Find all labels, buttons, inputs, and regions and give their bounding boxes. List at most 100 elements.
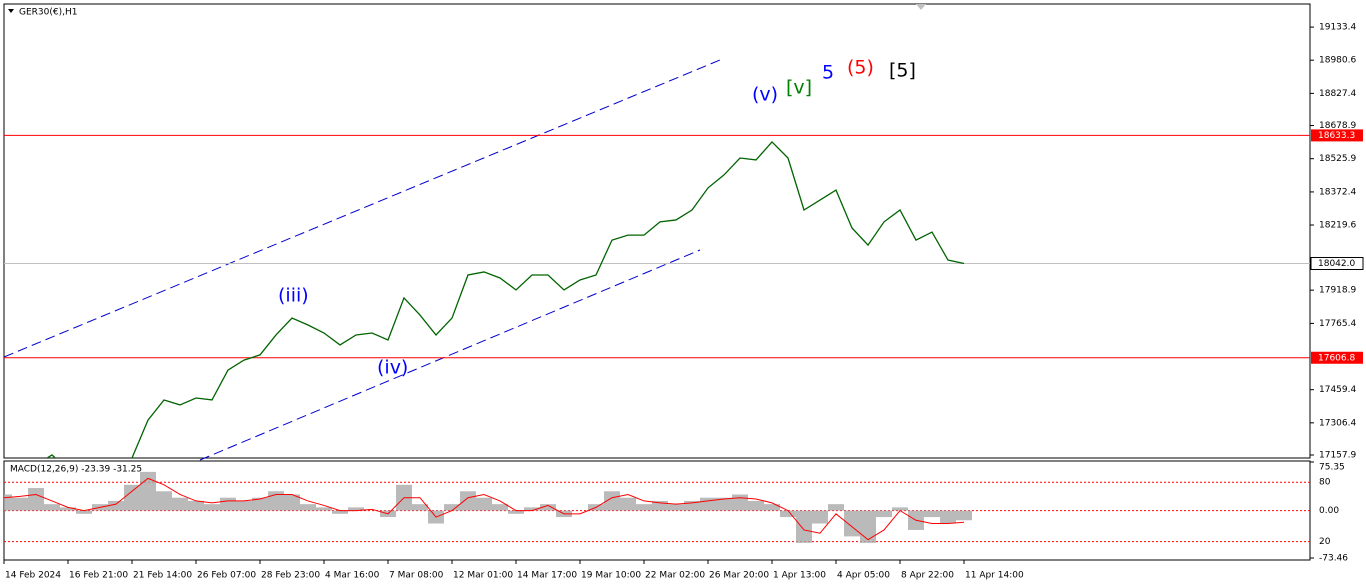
macd-bar (348, 507, 364, 511)
y-tick-label: 17459.4 (1319, 385, 1356, 395)
chart-title: GER30(€),H1 (19, 8, 77, 18)
y-tick-label: 20 (1319, 537, 1331, 547)
macd-bar (4, 494, 12, 511)
x-tick-label: 22 Mar 02:00 (645, 571, 705, 581)
x-tick-label: 11 Apr 14:00 (965, 571, 1024, 581)
macd-bar (620, 497, 636, 511)
macd-bar (876, 510, 892, 518)
y-tick-label: 19133.4 (1319, 23, 1356, 33)
x-tick-label: 14 Feb 2024 (5, 571, 61, 581)
title-marker (8, 9, 14, 13)
price-label: 18042.0 (1318, 259, 1355, 269)
macd-bar (716, 497, 732, 511)
macd-bar (860, 510, 876, 543)
macd-bar (604, 491, 620, 511)
y-tick-label: 17918.9 (1319, 286, 1356, 296)
macd-bar (924, 510, 940, 518)
level-tag (1311, 129, 1363, 142)
macd-bar (12, 497, 28, 511)
macd-bar (492, 504, 508, 511)
price-line-series (45, 141, 965, 458)
level-label: 17606.8 (1318, 353, 1355, 363)
x-tick-label: 12 Mar 01:00 (453, 571, 513, 581)
macd-bar (316, 507, 332, 511)
macd-bar (748, 500, 764, 511)
macd-bar (284, 494, 300, 511)
macd-bar (812, 510, 828, 524)
x-tick-label: 26 Mar 20:00 (709, 571, 769, 581)
wave-label: 5 (822, 62, 834, 84)
y-tick-label: 18219.6 (1319, 221, 1356, 231)
macd-bar (156, 491, 172, 511)
y-tick-label: 17765.4 (1319, 319, 1356, 329)
x-tick-label: 16 Feb 21:00 (69, 571, 128, 581)
macd-bar (140, 471, 156, 511)
x-tick-label: 19 Mar 10:00 (581, 571, 641, 581)
macd-bar (956, 510, 972, 521)
macd-bar (524, 507, 540, 511)
macd-bar (28, 488, 44, 511)
macd-bar (844, 510, 860, 537)
x-tick-label: 14 Mar 17:00 (517, 571, 577, 581)
macd-bar (764, 504, 780, 511)
y-tick-label: 18678.9 (1319, 121, 1356, 131)
x-tick-label: 1 Apr 13:00 (773, 571, 826, 581)
macd-bar (828, 504, 844, 511)
wave-label: [5] (889, 60, 916, 82)
wave-label: (5) (847, 57, 874, 79)
macd-bar (684, 500, 700, 511)
macd-bar (668, 504, 684, 511)
macd-bar (444, 504, 460, 511)
wave-label: [v] (786, 77, 812, 99)
macd-bar (300, 504, 316, 511)
macd-bar (220, 497, 236, 511)
wave-label: (v) (752, 84, 778, 106)
macd-bar (412, 504, 428, 511)
level-label: 18633.3 (1318, 131, 1355, 141)
macd-bar (236, 500, 252, 511)
macd-bar (732, 494, 748, 511)
macd-bar (252, 497, 268, 511)
macd-bar (796, 510, 812, 543)
macd-layer (4, 471, 972, 543)
y-tick-label: 17306.4 (1319, 418, 1356, 428)
y-tick-label: -73.46 (1319, 554, 1348, 564)
signal-line (4, 477, 965, 541)
y-tick-label: 75.35 (1319, 463, 1345, 473)
macd-bar (60, 507, 76, 511)
channel-upper (3, 59, 721, 358)
x-tick-label: 8 Apr 22:00 (901, 571, 954, 581)
macd-bar (780, 510, 796, 518)
macd-bar (508, 510, 524, 514)
shift-marker (916, 4, 926, 10)
y-tick-label: 17157.9 (1319, 450, 1356, 460)
y-tick-label: 80 (1319, 478, 1331, 488)
macd-bar (540, 504, 556, 511)
y-tick-label: 18525.9 (1319, 154, 1356, 164)
x-tick-label: 26 Feb 07:00 (197, 571, 256, 581)
macd-bar (204, 504, 220, 511)
y-tick-label: 18980.6 (1319, 56, 1356, 66)
macd-bar (460, 491, 476, 511)
macd-bar (44, 504, 60, 511)
price-layer (4, 134, 1310, 458)
wave-label: (iv) (377, 357, 408, 379)
channel-lower (199, 249, 701, 461)
x-tick-label: 4 Apr 05:00 (837, 571, 890, 581)
level-tag (1311, 351, 1363, 364)
macd-title: MACD(12,26,9) -23.39 -31.25 (10, 465, 142, 475)
macd-bar (108, 500, 124, 511)
x-tick-label: 21 Feb 14:00 (133, 571, 192, 581)
y-tick-label: 0.00 (1319, 506, 1339, 516)
macd-bar (188, 500, 204, 511)
macd-bar (700, 497, 716, 511)
macd-bar (652, 500, 668, 511)
macd-bar (940, 510, 956, 524)
macd-bar (892, 507, 908, 511)
x-tick-label: 4 Mar 16:00 (325, 571, 380, 581)
x-tick-label: 7 Mar 08:00 (389, 571, 444, 581)
y-tick-label: 18827.4 (1319, 89, 1356, 99)
main-pane (3, 3, 1311, 459)
